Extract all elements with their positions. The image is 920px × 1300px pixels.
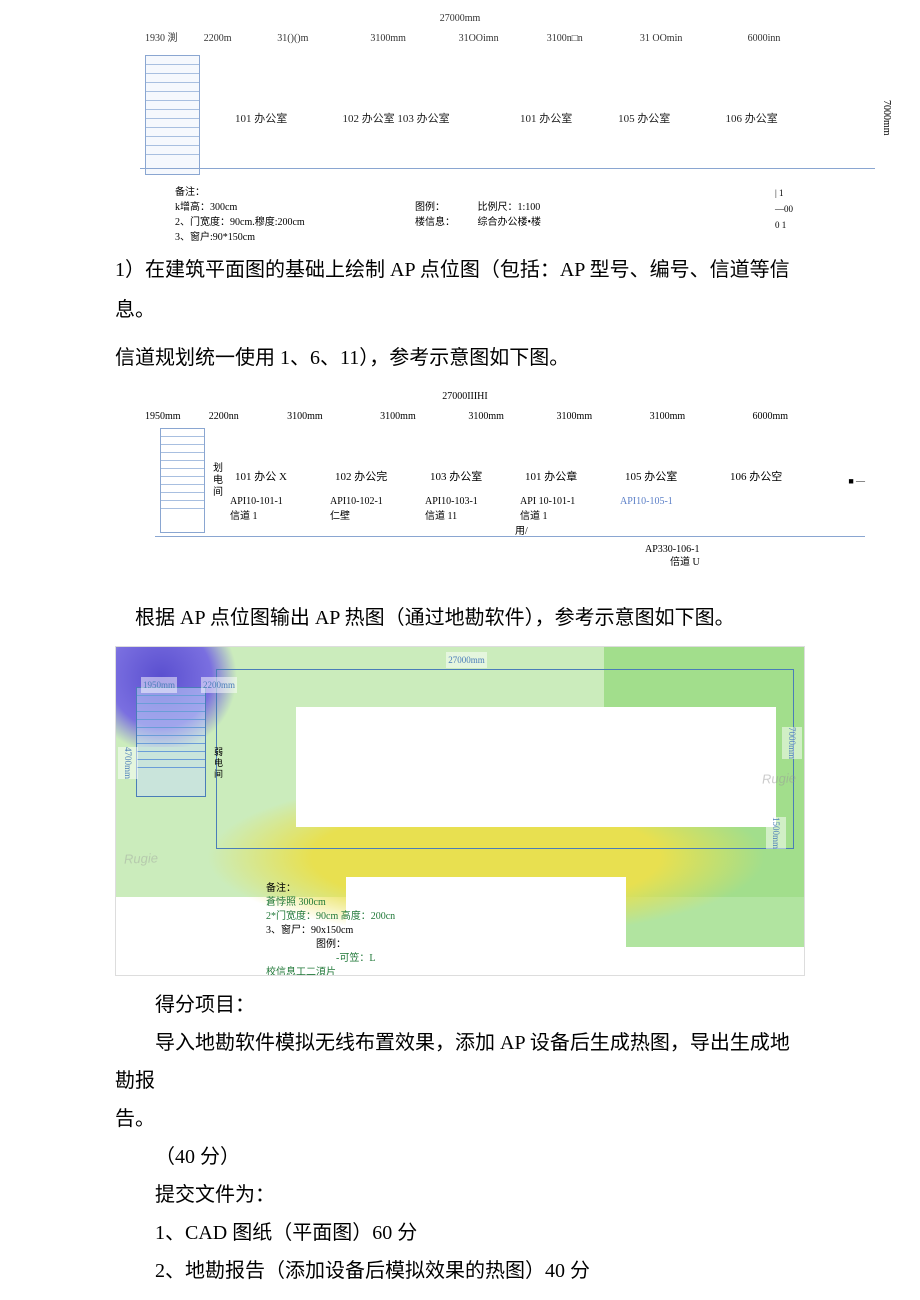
fig2-stairs [160,428,205,533]
room-label: 105 办公室 [625,468,730,488]
floor-plan-figure-1: 27000mm 1930 渕2200m31()()m3100mm31OOimn3… [15,10,905,240]
room-label: 101 办公章 [525,468,625,488]
fig1-total-width: 27000mm [440,10,481,28]
room-label: 101 办公 X [235,468,335,488]
task-desc-1: 导入地勘软件模拟无线布置效果，添加 AP 设备后生成热图，导出生成地勘报 [115,1024,805,1100]
file-2: 2、地勘报告（添加设备后模拟效果的热图）40 分 [115,1252,805,1290]
channel-label: 信道 1 [520,508,620,526]
fig2-baseline [155,536,865,537]
paragraph-1a: 1）在建筑平面图的基础上绘制 AP 点位图（包括：AP 型号、编号、信道等信息。 [115,250,805,330]
fig1-room-labels: 101 办公室102 办公室 103 办公室101 办公室105 办公室106 … [235,110,875,130]
fig1-notes: 备注： k增高：300cm 2、门宽度：90cm.穆度:200cm 3、窗户:9… [175,185,305,245]
building-info-label: 楼信息： [415,217,455,228]
dim-cell: 1930 渕 [145,30,204,48]
fig1-stairs [145,55,200,175]
channel-label: 信道 11 [425,508,520,526]
fig3-right-dim-a: 7000mm [782,727,802,759]
fig1-marker: | 1 —00 0 1 [775,185,793,234]
channel-label: 仁壁 [330,508,425,526]
fig2-use-text: 用/ [515,523,528,541]
note-3: 3、窗户:90*150cm [175,230,305,245]
room-label: 102 办公室 103 办公室 [342,110,520,130]
channel-label [620,508,725,526]
legend-title: 图例： [415,202,445,213]
dim-cell: 1950mm [145,408,209,426]
dim-cell: 3100mm [557,408,650,426]
channel-label [725,508,855,526]
dim-cell: 3100mm [287,408,380,426]
watermark-1: Rugie [762,766,797,791]
fig3-notes: 备注： 蒼悖照 300cm 2*门宽度：90cm 高度：200cn 3、窗尸：9… [266,882,395,976]
scale: 比例尺：1:100 [478,202,541,213]
submit-title: 提交文件为： [115,1176,805,1214]
dim-cell: 6000inn [748,30,875,48]
fig3-room-label: 弱 电 间 [214,747,223,779]
paragraph-1b: 信道规划统一使用 1、6、11），参考示意图如下图。 [115,338,805,378]
fig2-side-text: ■ — [848,473,865,489]
score-points: （40 分） [115,1138,805,1176]
fig3-right-dim-b: 1500mm [766,817,786,849]
dim-cell: 2200nn [209,408,287,426]
fig2-bottom-ap: AP330-106-1 倍道 U [645,543,700,569]
fig3-plan-outline [216,669,794,849]
dim-cell: 3100mm [380,408,468,426]
room-label: 102 办公完 [335,468,430,488]
task-desc-1b: 告。 [115,1100,805,1138]
dim-cell: 3100mm [370,30,458,48]
channel-label: 信道 1 [230,508,330,526]
scoring-section: 得分项目： 导入地勘软件模拟无线布置效果，添加 AP 设备后生成热图，导出生成地… [115,986,805,1290]
fig3-left-dim: 4700mm [118,747,138,779]
dim-cell: 31 OOmin [640,30,748,48]
room-label: 106 办公空 [730,468,860,488]
room-label: 103 办公室 [430,468,525,488]
note-1: k增高：300cm [175,200,305,215]
fig3-stairs [136,687,206,797]
dim-cell: 6000mm [753,408,875,426]
dim-cell: 3100mm [650,408,753,426]
dim-cell: 3100n□n [547,30,640,48]
fig3-dim1: 1950mm [141,677,177,693]
room-label: 101 办公室 [520,110,618,130]
fig3-top-dim: 27000mm [446,652,487,668]
dim-cell: 31()()m [277,30,370,48]
building-name: 综合办公楼•楼 [478,217,542,228]
fig2-channel-row: 信道 1仁壁信道 11信道 1 [230,508,875,526]
dim-cell: 3100mm [468,408,556,426]
fig2-stair-label: 划 电 间 [213,463,223,499]
fig1-right-dim: 7000mm [877,100,895,136]
dim-cell: 2200m [204,30,277,48]
fig3-dim2: 2200mm [201,677,237,693]
room-label: 105 办公室 [618,110,725,130]
room-label: 101 办公室 [235,110,342,130]
room-label: 106 办公室 [726,110,875,130]
fig1-legend: 图例： 比例尺：1:100 楼信息： 综合办公楼•楼 [415,200,541,230]
heatmap-figure-3: 弱 电 间 27000mm 1950mm 2200mm 4700mm 7000m… [115,646,805,976]
notes-title: 备注： [175,185,305,200]
fig2-room-labels: 101 办公 X102 办公完103 办公室101 办公章105 办公室106 … [235,468,875,488]
dim-cell: 31OOimn [459,30,547,48]
fig1-baseline [140,168,875,169]
fig2-dimension-row: 1950mm2200nn3100mm3100mm3100mm3100mm3100… [145,408,875,426]
paragraph-2: 根据 AP 点位图输出 AP 热图（通过地勘软件），参考示意图如下图。 [115,598,805,638]
note-2: 2、门宽度：90cm.穆度:200cm [175,215,305,230]
fig2-total-width: 27000IIIHI [442,388,488,406]
fig1-dimension-row: 1930 渕2200m31()()m3100mm31OOimn3100n□n31… [145,30,875,48]
ap-layout-figure-2: 27000IIIHI 1950mm2200nn3100mm3100mm3100m… [15,388,905,588]
score-title: 得分项目： [115,986,805,1024]
watermark-2: Rugie [124,846,159,871]
file-1: 1、CAD 图纸（平面图）60 分 [115,1214,805,1252]
